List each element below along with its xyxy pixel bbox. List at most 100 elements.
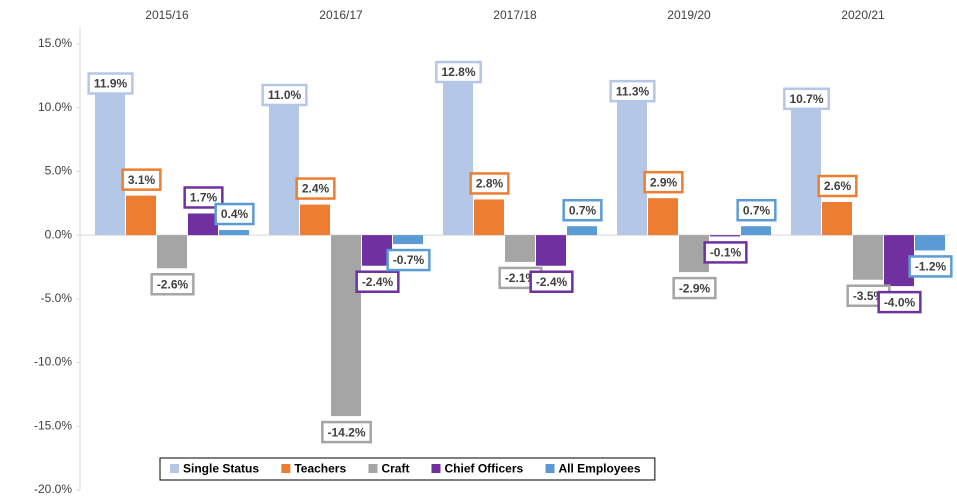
data-label: -2.4% <box>529 270 574 293</box>
bar <box>300 204 330 236</box>
legend-label: Craft <box>381 462 409 476</box>
legend-box <box>159 457 656 481</box>
bar <box>710 235 740 237</box>
data-label-text: -2.4% <box>536 275 568 289</box>
bar <box>505 235 535 262</box>
data-label-box <box>908 255 953 278</box>
data-label-box <box>817 174 858 198</box>
data-label-text: 11.3% <box>616 84 650 98</box>
data-label-box <box>214 202 255 226</box>
legend-swatch <box>281 464 291 473</box>
x-tick-label: 2015/16 <box>145 8 189 22</box>
data-label-box <box>609 79 656 103</box>
bar <box>617 91 647 236</box>
legend-swatch <box>431 464 441 473</box>
data-label-text: -2.9% <box>679 281 711 295</box>
legend-label: Single Status <box>183 462 259 476</box>
data-label-text: -0.1% <box>710 246 742 260</box>
data-label-text: 2.9% <box>650 175 678 189</box>
data-label: 1.7% <box>183 186 224 209</box>
data-label-box <box>783 87 830 111</box>
data-label-box <box>295 177 336 200</box>
data-label-text: -2.6% <box>157 277 189 291</box>
x-tick-label: 2019/20 <box>667 8 711 22</box>
data-label: -0.1% <box>703 241 748 264</box>
data-label: 3.1% <box>121 168 162 191</box>
bar <box>126 195 156 236</box>
legend-swatch <box>368 464 378 473</box>
bar <box>188 213 218 236</box>
bar <box>915 235 945 251</box>
bar <box>853 235 883 280</box>
y-tick-label: -15.0% <box>34 418 72 432</box>
data-label-text: 2.8% <box>476 177 504 191</box>
legend: Single Status Teachers Craft Chief Officers… <box>159 457 656 481</box>
bar <box>791 98 821 236</box>
data-label: 10.7% <box>783 87 830 111</box>
data-label-box <box>386 248 431 272</box>
data-label-text: -4.0% <box>884 295 916 309</box>
legend-label: All Employees <box>559 462 641 476</box>
data-label-text: -2.4% <box>362 275 394 289</box>
y-tick-label: 5.0% <box>45 164 73 178</box>
x-tick-label: 2016/17 <box>319 8 363 22</box>
data-label-text: 2.6% <box>824 179 852 193</box>
data-label-text: 3.1% <box>128 173 156 187</box>
data-label: -2.4% <box>355 270 400 293</box>
data-label: 0.7% <box>736 198 777 222</box>
data-label-box <box>435 60 482 84</box>
data-label-box <box>703 241 748 264</box>
data-label: -4.0% <box>877 290 922 314</box>
bar <box>331 235 361 417</box>
x-tick-label: 2020/21 <box>841 8 885 22</box>
data-label: -1.2% <box>908 255 953 278</box>
data-label: 0.7% <box>562 198 603 222</box>
data-label-text: 11.9% <box>94 77 128 91</box>
bar <box>536 235 566 266</box>
data-label-text: 0.7% <box>569 203 597 217</box>
data-label-text: 0.4% <box>221 207 249 221</box>
data-label-box <box>562 198 603 222</box>
data-label-box <box>150 273 195 296</box>
bar <box>393 235 423 245</box>
bar <box>567 226 597 236</box>
data-label-text: 2.4% <box>302 182 330 196</box>
y-tick-label: 10.0% <box>38 100 72 114</box>
y-tick-label: -10.0% <box>34 355 72 369</box>
data-label-box <box>529 270 574 293</box>
data-label-text: 10.7% <box>789 92 823 106</box>
data-label-text: -3.5% <box>853 289 885 303</box>
data-label: 11.3% <box>609 79 656 103</box>
y-tick-label: -5.0% <box>41 291 73 305</box>
data-label: 2.8% <box>469 172 510 195</box>
data-label: 2.9% <box>643 170 684 194</box>
data-label-box <box>355 270 400 293</box>
data-label-box <box>736 198 777 222</box>
data-label-text: -2.1% <box>505 271 537 285</box>
data-label: -2.6% <box>150 273 195 296</box>
data-label: 11.0% <box>261 83 308 107</box>
data-label: 11.9% <box>87 72 134 95</box>
data-label-text: 1.7% <box>190 191 218 205</box>
data-label-text: -1.2% <box>915 260 947 274</box>
data-label-text: -14.2% <box>327 425 365 439</box>
data-label: -14.2% <box>321 420 372 444</box>
bar <box>474 199 504 236</box>
bar <box>157 235 187 269</box>
data-label-text: -0.7% <box>393 253 425 267</box>
legend-label: Teachers <box>294 462 346 476</box>
bar <box>95 83 125 236</box>
data-label: 2.6% <box>817 174 858 198</box>
data-label-box <box>321 420 372 444</box>
bar <box>443 72 473 236</box>
bar <box>648 198 678 236</box>
data-label: 12.8% <box>435 60 482 84</box>
legend-label: Chief Officers <box>444 462 523 476</box>
data-label-text: 12.8% <box>441 65 475 79</box>
data-label: -0.7% <box>386 248 431 272</box>
data-label-text: 11.0% <box>268 88 302 102</box>
data-label-box <box>643 170 684 194</box>
data-label-box <box>121 168 162 191</box>
bar <box>741 226 771 236</box>
data-label: -2.9% <box>672 276 717 300</box>
